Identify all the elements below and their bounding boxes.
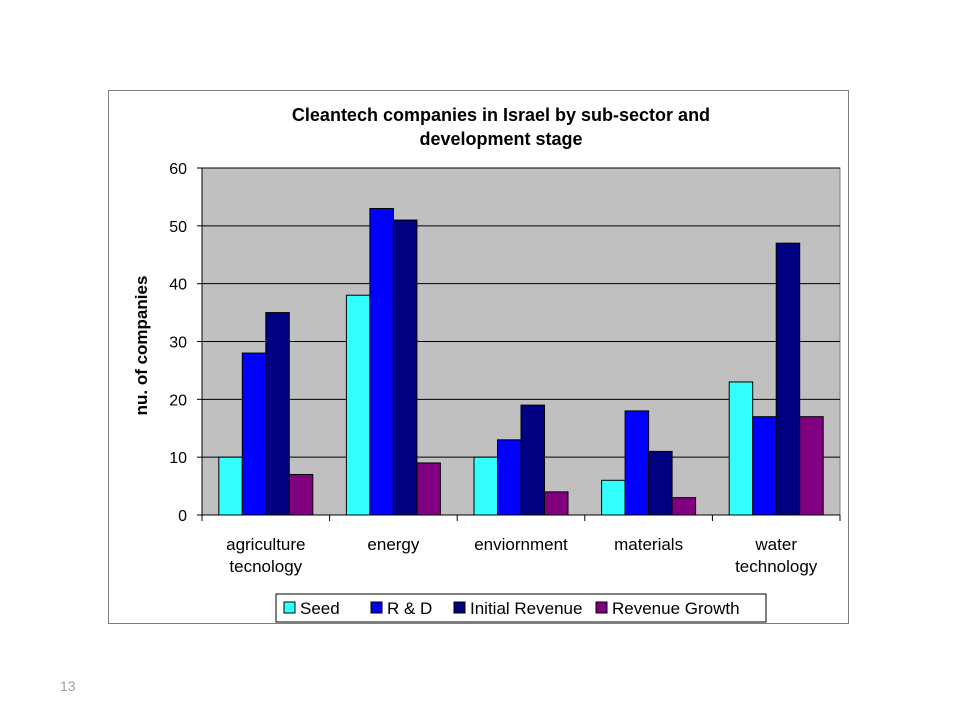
x-tick-label: tecnology: [229, 557, 302, 576]
x-tick-label: energy: [367, 535, 419, 554]
bar-initial-revenue-3: [648, 450, 673, 516]
chart: Cleantech companies in Israel by sub-sec…: [132, 105, 841, 623]
bar-seed-3: [601, 479, 626, 516]
x-tick-label: agriculture: [226, 535, 305, 554]
y-tick-label: 0: [178, 508, 187, 525]
bar-r-d-3: [624, 410, 650, 516]
bar-seed-1: [345, 294, 371, 516]
slide-number: 13: [60, 678, 76, 694]
y-tick-label: 50: [169, 219, 187, 236]
legend-label: Seed: [300, 599, 340, 618]
x-tick-label: enviornment: [474, 535, 568, 554]
x-tick-label: materials: [614, 535, 683, 554]
legend-label: R & D: [387, 599, 432, 618]
chart-title: Cleantech companies in Israel by sub-sec…: [292, 105, 710, 125]
bar-r-d-2: [497, 439, 522, 516]
legend-swatch: [453, 601, 466, 614]
bar-revenue-growth-3: [671, 497, 697, 516]
bar-r-d-1: [369, 207, 394, 516]
y-tick-label: 10: [169, 450, 187, 467]
legend-swatch: [595, 601, 608, 614]
bar-r-d-0: [241, 352, 267, 516]
bar-seed-0: [218, 456, 243, 516]
x-tick-label: technology: [735, 557, 818, 576]
bar-revenue-growth-1: [416, 462, 441, 516]
bar-revenue-growth-2: [544, 491, 569, 516]
y-tick-label: 40: [169, 277, 187, 294]
chart-title: development stage: [419, 129, 582, 149]
y-tick-label: 30: [169, 335, 187, 352]
bar-r-d-4: [752, 416, 777, 516]
chart-frame: Cleantech companies in Israel by sub-sec…: [108, 90, 849, 624]
bar-seed-4: [728, 381, 754, 516]
bar-seed-2: [473, 456, 498, 516]
bar-initial-revenue-1: [392, 219, 418, 516]
bar-revenue-growth-4: [799, 416, 824, 516]
legend-swatch: [283, 601, 296, 614]
bar-revenue-growth-0: [288, 474, 314, 516]
y-tick-label: 20: [169, 392, 187, 409]
y-tick-label: 60: [169, 161, 187, 178]
legend-box: [275, 593, 767, 623]
legend-swatch: [370, 601, 383, 614]
x-tick-label: water: [754, 535, 797, 554]
legend-label: Initial Revenue: [470, 599, 582, 618]
bar-initial-revenue-0: [265, 312, 290, 516]
bar-initial-revenue-4: [775, 242, 801, 516]
legend-label: Revenue Growth: [612, 599, 740, 618]
y-axis-label: nu. of companies: [132, 276, 151, 416]
bar-initial-revenue-2: [520, 404, 545, 516]
